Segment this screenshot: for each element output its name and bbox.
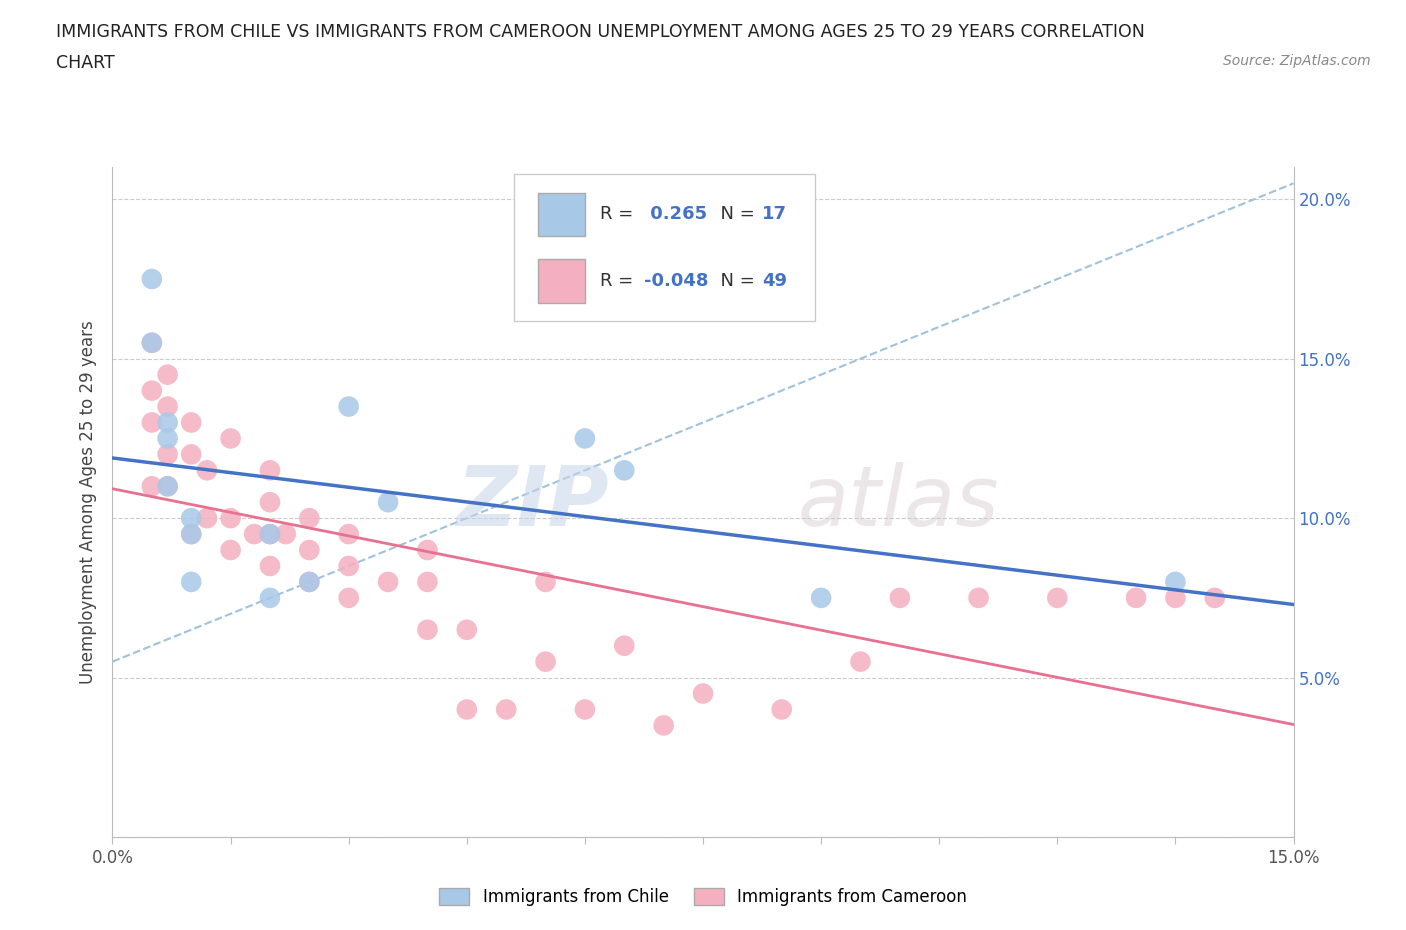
Point <box>141 383 163 398</box>
Point <box>416 575 439 590</box>
Point <box>967 591 990 605</box>
Point <box>180 447 202 462</box>
Point <box>337 591 360 605</box>
Point <box>180 511 202 525</box>
Point <box>495 702 517 717</box>
Point <box>534 575 557 590</box>
Point <box>274 526 297 541</box>
Point <box>416 622 439 637</box>
Point <box>1046 591 1069 605</box>
Point <box>259 495 281 510</box>
Point <box>377 495 399 510</box>
Text: -0.048: -0.048 <box>644 272 709 290</box>
Point <box>456 702 478 717</box>
Text: CHART: CHART <box>56 54 115 72</box>
Point <box>259 559 281 574</box>
Point <box>219 511 242 525</box>
Point <box>219 431 242 445</box>
Point <box>456 622 478 637</box>
Point <box>195 511 218 525</box>
Point <box>141 415 163 430</box>
Text: R =: R = <box>600 206 640 223</box>
Text: R =: R = <box>600 272 640 290</box>
Point <box>195 463 218 478</box>
FancyBboxPatch shape <box>537 193 585 236</box>
Point <box>156 367 179 382</box>
Point <box>298 542 321 557</box>
Point <box>141 272 163 286</box>
Point <box>259 463 281 478</box>
Point <box>259 591 281 605</box>
Point <box>259 526 281 541</box>
Point <box>156 479 179 494</box>
Y-axis label: Unemployment Among Ages 25 to 29 years: Unemployment Among Ages 25 to 29 years <box>79 320 97 684</box>
Text: N =: N = <box>709 272 761 290</box>
FancyBboxPatch shape <box>537 259 585 303</box>
Point <box>298 511 321 525</box>
Point <box>613 638 636 653</box>
Point <box>156 399 179 414</box>
Point <box>849 654 872 669</box>
Point <box>156 415 179 430</box>
Text: IMMIGRANTS FROM CHILE VS IMMIGRANTS FROM CAMEROON UNEMPLOYMENT AMONG AGES 25 TO : IMMIGRANTS FROM CHILE VS IMMIGRANTS FROM… <box>56 23 1144 41</box>
Point <box>1204 591 1226 605</box>
Point <box>243 526 266 541</box>
Point <box>180 526 202 541</box>
Point <box>416 542 439 557</box>
Point <box>141 336 163 351</box>
Point <box>337 559 360 574</box>
Text: Source: ZipAtlas.com: Source: ZipAtlas.com <box>1223 54 1371 68</box>
Point <box>770 702 793 717</box>
Point <box>156 431 179 445</box>
Point <box>652 718 675 733</box>
Point <box>156 479 179 494</box>
Point <box>1125 591 1147 605</box>
Text: 17: 17 <box>762 206 787 223</box>
Point <box>298 575 321 590</box>
Point <box>574 431 596 445</box>
Point <box>337 399 360 414</box>
Point <box>259 526 281 541</box>
Text: atlas: atlas <box>797 461 1000 543</box>
Text: N =: N = <box>709 206 761 223</box>
Legend: Immigrants from Chile, Immigrants from Cameroon: Immigrants from Chile, Immigrants from C… <box>433 881 973 912</box>
Point <box>337 526 360 541</box>
Point <box>810 591 832 605</box>
Point <box>377 575 399 590</box>
Point <box>141 336 163 351</box>
Point <box>141 479 163 494</box>
Point <box>219 542 242 557</box>
Point <box>180 526 202 541</box>
Point <box>613 463 636 478</box>
Point <box>180 415 202 430</box>
Text: 0.265: 0.265 <box>644 206 707 223</box>
Point <box>156 447 179 462</box>
Text: ZIP: ZIP <box>456 461 609 543</box>
Point <box>1164 591 1187 605</box>
Point <box>534 654 557 669</box>
Point <box>298 575 321 590</box>
Point <box>1164 575 1187 590</box>
Point <box>692 686 714 701</box>
Point <box>889 591 911 605</box>
Point <box>180 575 202 590</box>
Point <box>574 702 596 717</box>
FancyBboxPatch shape <box>515 174 815 322</box>
Text: 49: 49 <box>762 272 787 290</box>
